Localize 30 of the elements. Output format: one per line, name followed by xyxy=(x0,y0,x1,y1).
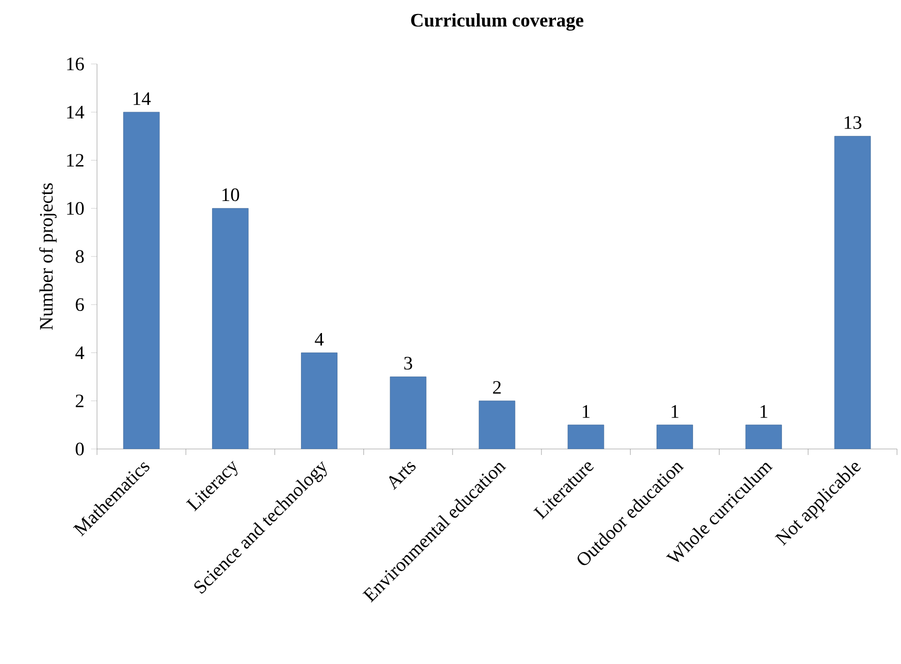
y-tick-label: 10 xyxy=(67,202,84,215)
y-axis-title: Number of projects xyxy=(39,183,57,330)
y-tick-label: 14 xyxy=(67,106,84,118)
data-label: 13 xyxy=(844,116,862,129)
bar xyxy=(390,376,426,449)
y-tick-label: 6 xyxy=(76,298,84,311)
data-label: 14 xyxy=(134,92,151,105)
data-label: 10 xyxy=(222,188,240,202)
bar xyxy=(568,424,604,449)
data-label: 4 xyxy=(314,333,324,346)
y-tick-label: 4 xyxy=(75,346,84,359)
x-tick-label: Arts xyxy=(389,462,416,490)
bar xyxy=(656,424,693,449)
data-label: 1 xyxy=(760,405,768,418)
bar xyxy=(478,400,516,449)
bar xyxy=(745,424,782,449)
data-label: 1 xyxy=(672,405,678,418)
data-label: 1 xyxy=(582,405,590,418)
y-tick-label: 16 xyxy=(67,58,84,70)
bar xyxy=(301,352,338,449)
bar xyxy=(123,112,160,449)
y-tick-label: 8 xyxy=(76,250,84,263)
y-tick-label: 0 xyxy=(76,442,84,456)
data-label: 3 xyxy=(404,356,412,370)
y-tick-label: 12 xyxy=(67,154,84,167)
chart-title: Curriculum coverage xyxy=(411,13,584,31)
bar xyxy=(834,136,871,449)
y-tick-label: 2 xyxy=(76,394,84,408)
bar xyxy=(212,208,249,449)
data-label: 2 xyxy=(493,381,501,394)
